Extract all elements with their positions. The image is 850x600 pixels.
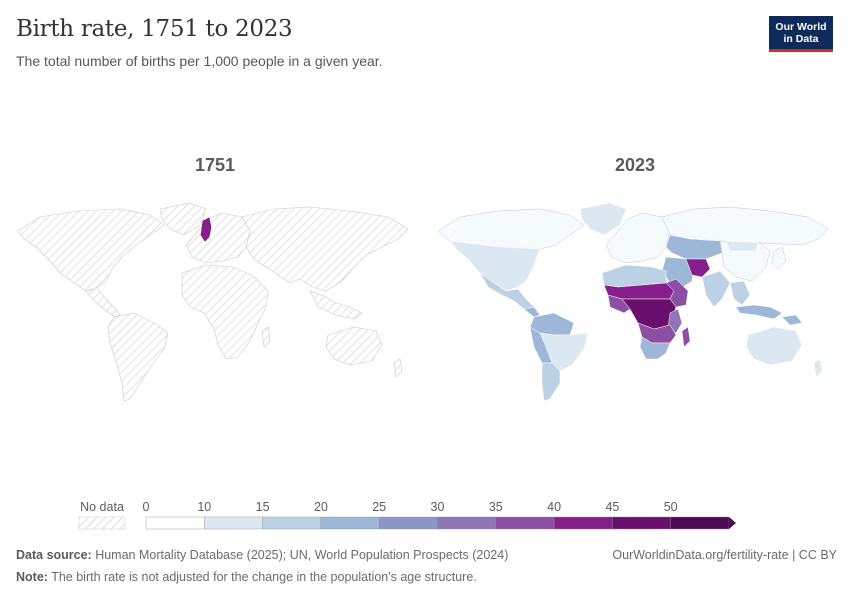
afghanistan-pakistan[interactable]: [685, 258, 711, 278]
source-text: Human Mortality Database (2025); UN, Wor…: [91, 548, 509, 562]
europe[interactable]: [605, 212, 671, 264]
australia[interactable]: [325, 326, 383, 366]
greenland[interactable]: [579, 202, 627, 236]
indonesia-philippines[interactable]: [735, 304, 783, 320]
horn-of-africa[interactable]: [665, 278, 689, 308]
madagascar[interactable]: [681, 326, 691, 348]
legend-tick-label: 10: [197, 500, 211, 514]
southeast-asia[interactable]: [309, 290, 363, 320]
southern-africa[interactable]: [639, 336, 671, 360]
map-title-2023: 2023: [614, 155, 656, 175]
legend-no-data-swatch: [78, 516, 126, 530]
south-america[interactable]: [107, 312, 169, 402]
legend-tick-label: 25: [372, 500, 386, 514]
owid-logo[interactable]: Our World in Data: [769, 16, 833, 52]
world-map-2023[interactable]: [430, 195, 840, 410]
chart-title: Birth rate, 1751 to 2023: [16, 16, 293, 42]
legend-bin[interactable]: [379, 516, 438, 530]
madagascar[interactable]: [261, 326, 271, 348]
new-guinea[interactable]: [781, 314, 803, 326]
legend-bin[interactable]: [553, 516, 613, 530]
legend-tick-label: 15: [256, 500, 270, 514]
legend-tick-label: 50: [664, 500, 678, 514]
central-america[interactable]: [523, 306, 541, 318]
india[interactable]: [701, 270, 731, 308]
legend-bin[interactable]: [145, 516, 205, 530]
north-america[interactable]: [17, 208, 165, 292]
note-text: The birth rate is not adjusted for the c…: [47, 570, 477, 584]
logo-line-2: in Data: [783, 32, 819, 45]
united-states[interactable]: [449, 240, 541, 292]
legend-bin[interactable]: [437, 516, 496, 530]
note-label: Note:: [16, 570, 48, 584]
africa[interactable]: [181, 264, 269, 360]
australia[interactable]: [745, 326, 803, 366]
legend-tick-label: 30: [431, 500, 445, 514]
legend-tick-label: 20: [314, 500, 328, 514]
logo-line-1: Our World: [775, 20, 827, 33]
mongolia[interactable]: [725, 240, 759, 252]
southern-cone[interactable]: [541, 362, 561, 402]
legend-bin[interactable]: [495, 516, 555, 530]
legend-tick-label: 0: [143, 500, 150, 514]
chart-subtitle: The total number of births per 1,000 peo…: [16, 53, 383, 69]
japan-korea[interactable]: [771, 246, 787, 270]
map-title-1751: 1751: [194, 155, 236, 175]
legend-bin[interactable]: [320, 516, 380, 530]
west-africa[interactable]: [607, 294, 631, 314]
legend-bin[interactable]: [262, 516, 322, 530]
central-africa[interactable]: [621, 298, 677, 330]
legend-arrow: [729, 517, 736, 529]
asia[interactable]: [241, 206, 409, 292]
legend-no-data-label: No data: [80, 500, 124, 514]
sweden[interactable]: [200, 217, 212, 242]
note-line: Note: The birth rate is not adjusted for…: [16, 570, 477, 584]
new-zealand[interactable]: [813, 358, 823, 378]
legend-tick-label: 35: [489, 500, 503, 514]
color-legend: No data 0 10 15 20 25 30 35 40 45 50: [78, 500, 736, 530]
legend-bin[interactable]: [612, 516, 671, 530]
central-america[interactable]: [85, 288, 121, 318]
greenland[interactable]: [159, 202, 207, 236]
legend-tick-label: 40: [547, 500, 561, 514]
legend-tick-label: 45: [605, 500, 619, 514]
source-label: Data source:: [16, 548, 92, 562]
legend-bin[interactable]: [670, 516, 730, 530]
world-map-1751[interactable]: [10, 195, 415, 410]
southeast-asia[interactable]: [729, 280, 751, 306]
legend-bin[interactable]: [204, 516, 263, 530]
new-zealand[interactable]: [393, 358, 403, 378]
source-url-link[interactable]: OurWorldinData.org/fertility-rate | CC B…: [612, 548, 837, 562]
source-line: Data source: Human Mortality Database (2…: [16, 548, 508, 562]
